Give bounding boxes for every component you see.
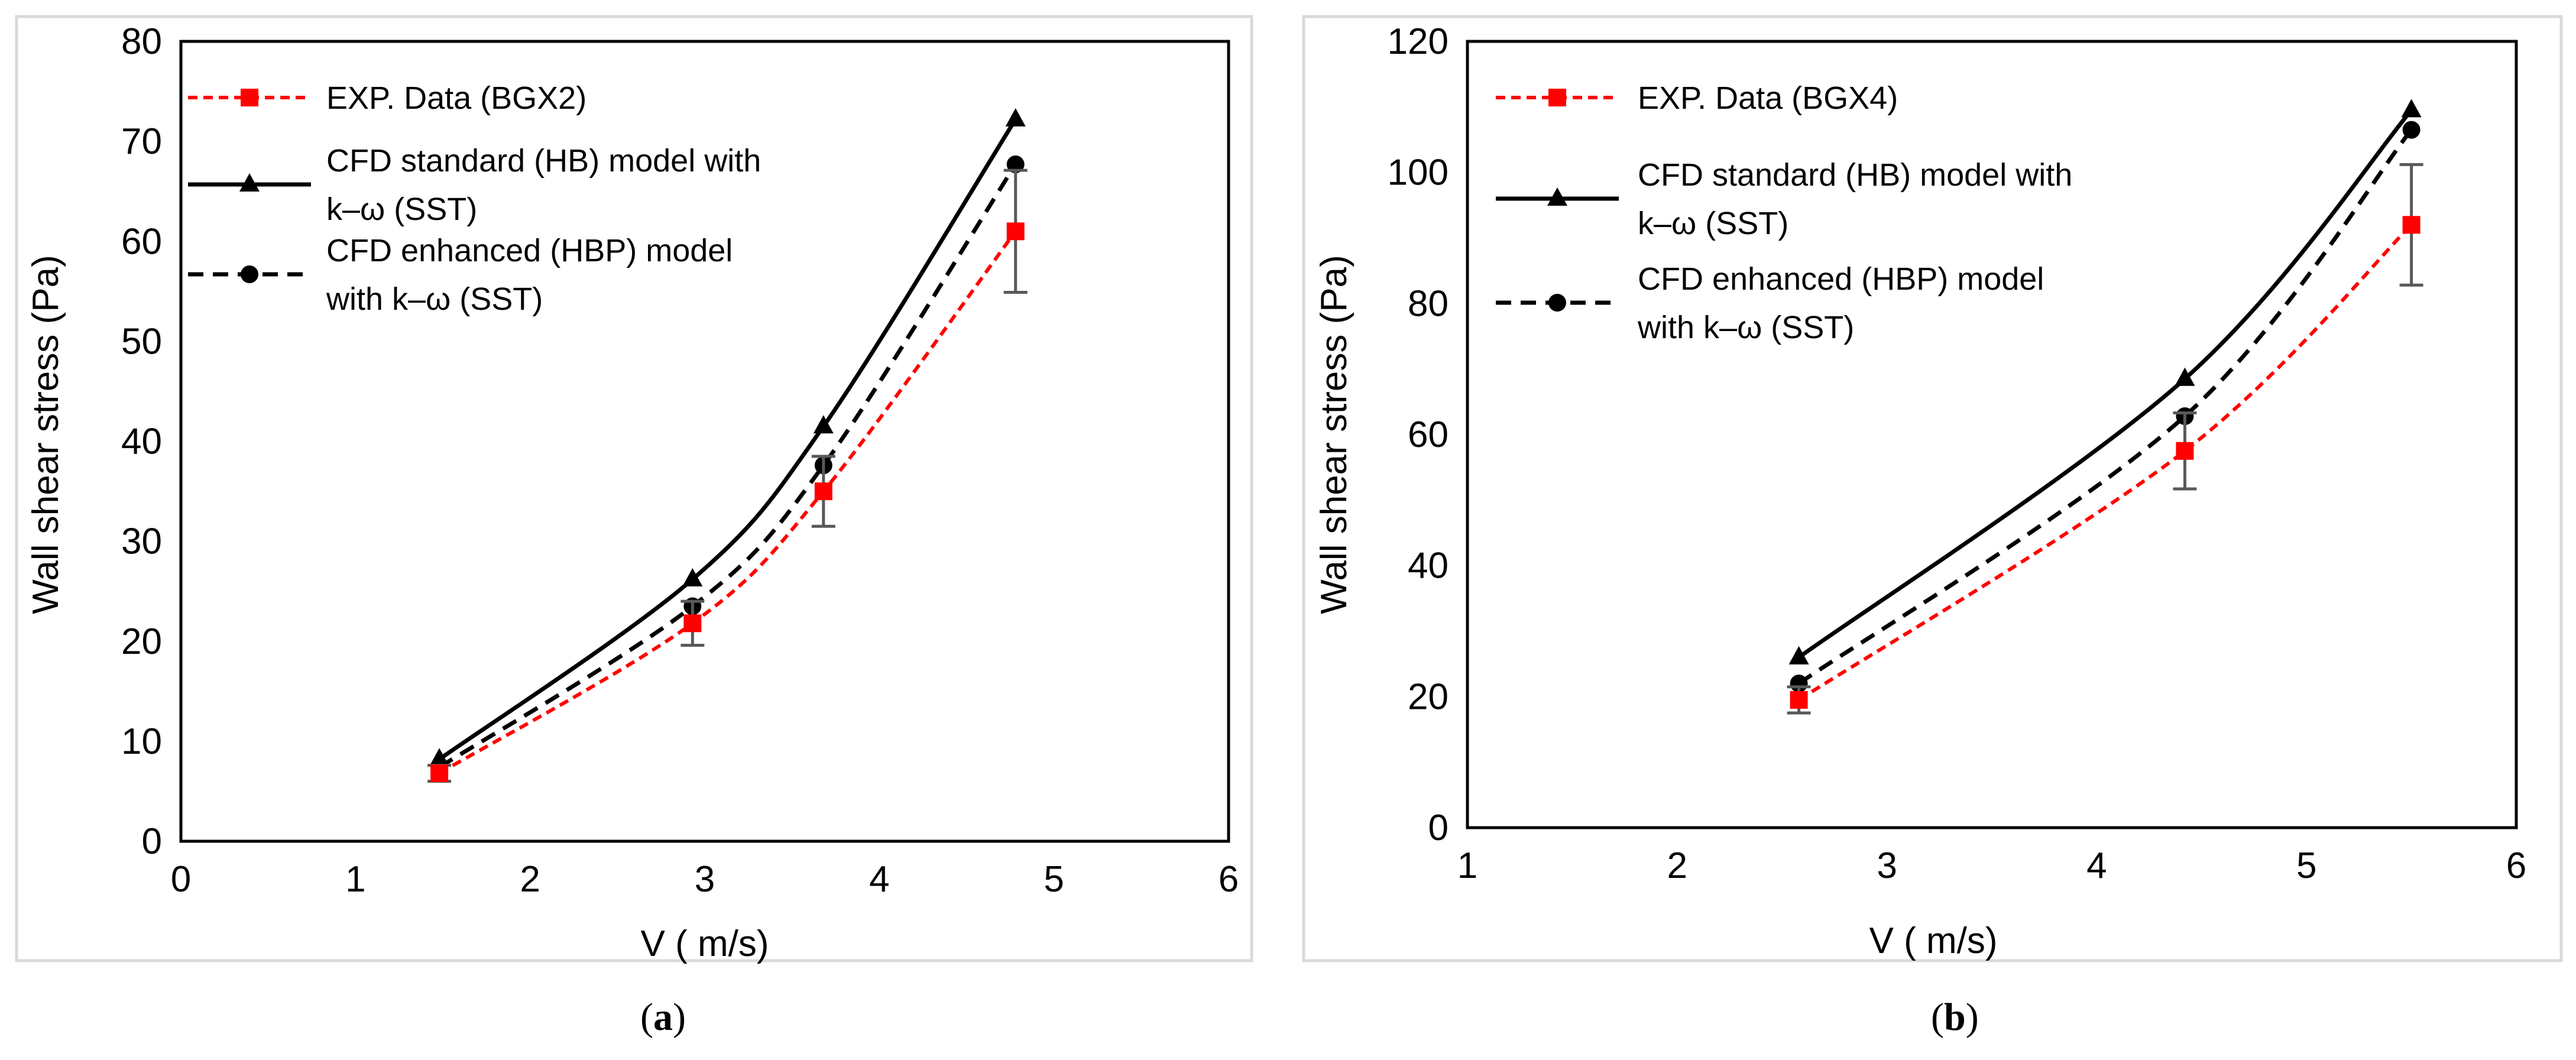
data-point (813, 415, 834, 434)
y-tick-label: 80 (121, 21, 162, 62)
y-tick-label: 10 (121, 721, 162, 762)
legend-marker (1548, 294, 1566, 312)
y-tick-label: 0 (142, 821, 162, 862)
caption-paren-close: ) (673, 996, 686, 1039)
data-point (682, 568, 703, 586)
x-axis-label: V ( m/s) (641, 923, 769, 964)
data-point (430, 764, 449, 782)
series-line (438, 230, 1018, 775)
caption-paren-close: ) (1966, 996, 1979, 1039)
legend-marker (1547, 187, 1567, 206)
series-square (1787, 163, 2423, 715)
y-tick-label: 60 (1408, 414, 1449, 455)
legend-label: with k–ω (SST) (326, 281, 543, 317)
caption-letter: b (1944, 996, 1966, 1039)
data-point (683, 614, 702, 633)
legend-label: CFD standard (HB) model with (326, 143, 761, 179)
legend: EXP. Data (BGX4) CFD standard (HB) model … (1496, 80, 2072, 345)
plot-area (1466, 40, 2518, 829)
data-point (1790, 691, 1808, 709)
legend-label: k–ω (SST) (1638, 206, 1788, 241)
legend-label: with k–ω (SST) (1637, 310, 1854, 345)
figure-caption: (a) (640, 996, 686, 1039)
y-tick-label: 20 (121, 621, 162, 662)
x-tick-label: 6 (1219, 859, 1239, 900)
series-square (427, 168, 1028, 783)
y-axis-label: Wall shear stress (Pa) (1314, 255, 1355, 614)
data-point (1006, 155, 1025, 174)
x-tick-label: 5 (2296, 845, 2316, 886)
caption-paren-open: ( (640, 996, 653, 1039)
data-point (1788, 646, 1809, 664)
legend-marker (239, 173, 260, 192)
y-tick-label: 100 (1388, 153, 1449, 193)
data-point (2401, 99, 2422, 118)
y-tick-label: 60 (121, 221, 162, 262)
legend-label: EXP. Data (BGX2) (326, 80, 587, 116)
legend-label: CFD standard (HB) model with (1638, 157, 2072, 193)
y-tick-label: 20 (1408, 676, 1449, 717)
series-line (1797, 223, 2413, 702)
series-triangle (429, 108, 1026, 767)
legend-label: EXP. Data (BGX4) (1638, 80, 1898, 116)
x-tick-label: 4 (2086, 845, 2107, 886)
data-point (1006, 222, 1025, 241)
legend: EXP. Data (BGX2) CFD standard (HB) model … (188, 80, 761, 317)
data-point (2175, 367, 2195, 386)
x-tick-label: 6 (2506, 845, 2526, 886)
caption-paren-open: ( (1931, 996, 1944, 1039)
chart-frame (15, 15, 1253, 962)
x-tick-label: 3 (695, 859, 715, 900)
y-tick-label: 40 (1408, 546, 1449, 586)
legend-marker (241, 89, 258, 106)
x-tick-label: 1 (1457, 845, 1477, 886)
data-point (2176, 442, 2194, 460)
chart-frame (1302, 15, 2563, 962)
x-tick-label: 2 (1667, 845, 1687, 886)
legend-label: CFD enhanced (HBP) model (326, 233, 733, 268)
x-tick-label: 2 (520, 859, 540, 900)
y-tick-label: 70 (121, 121, 162, 162)
series-line (1797, 128, 2413, 686)
y-tick-label: 80 (1408, 283, 1449, 324)
plot-area (179, 40, 1230, 843)
data-point (2402, 216, 2421, 234)
x-tick-label: 3 (1877, 845, 1897, 886)
y-tick-label: 50 (121, 321, 162, 362)
y-tick-label: 30 (121, 521, 162, 562)
y-tick-label: 120 (1388, 21, 1449, 62)
y-tick-label: 40 (121, 422, 162, 462)
x-tick-label: 0 (171, 859, 191, 900)
x-tick-label: 1 (345, 859, 365, 900)
series-triangle (1788, 99, 2422, 664)
data-point (2402, 121, 2421, 139)
data-point (1005, 108, 1026, 127)
caption-letter: a (653, 996, 673, 1039)
figure-caption: (b) (1931, 996, 1979, 1039)
legend-label: k–ω (SST) (326, 192, 477, 227)
data-point (814, 482, 832, 501)
legend-marker (241, 265, 258, 283)
y-axis-label: Wall shear stress (Pa) (25, 255, 66, 614)
series-line (438, 118, 1018, 761)
x-tick-label: 5 (1044, 859, 1064, 900)
chart-a: 0 10 20 30 40 50 60 70 80 0 1 2 3 4 5 6 V ( m/s) Wall she… (15, 15, 1253, 1039)
x-axis-label: V ( m/s) (1869, 920, 1998, 961)
series-line (438, 163, 1018, 769)
chart-b: 0 20 40 60 80 100 120 1 2 3 4 5 6 V ( m/s) Wall shear … (1302, 15, 2563, 1039)
legend-label: CFD enhanced (HBP) model (1638, 261, 2044, 297)
legend-marker (1548, 89, 1566, 106)
x-tick-label: 4 (869, 859, 889, 900)
y-tick-label: 0 (1428, 808, 1449, 848)
series-line (1797, 109, 2413, 659)
